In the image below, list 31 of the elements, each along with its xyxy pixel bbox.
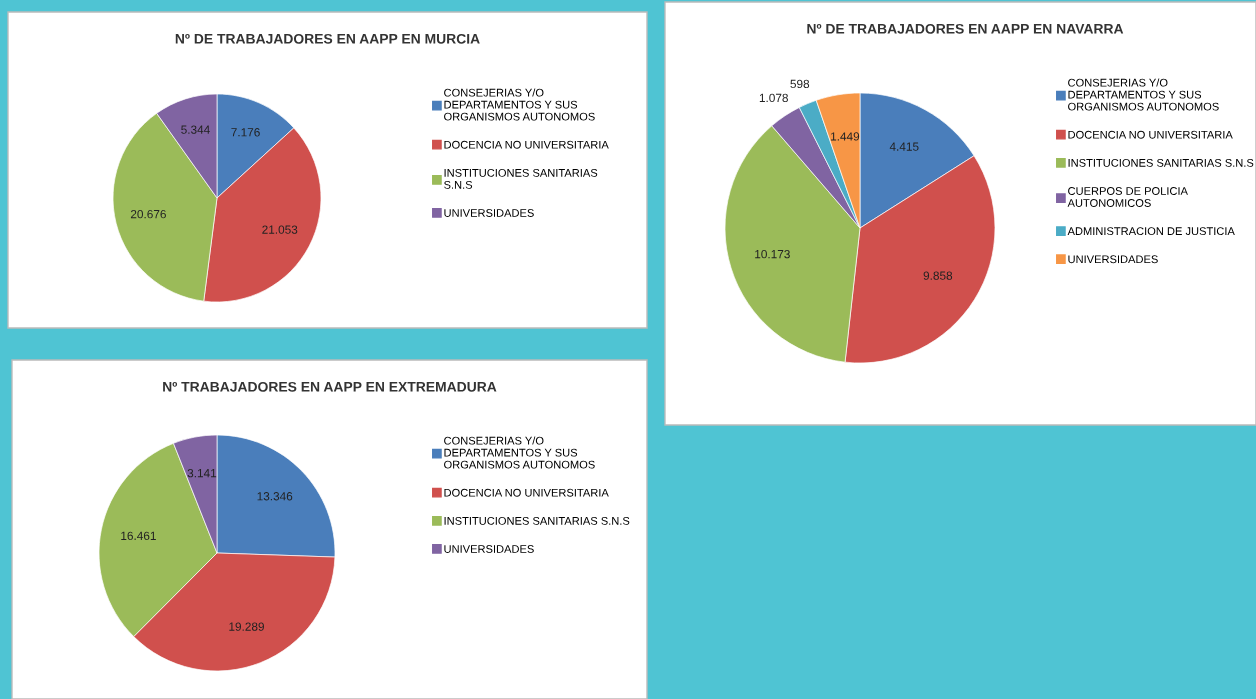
data-label: 21.053 [262,225,298,234]
chart-title: Nº TRABAJADORES EN AAPP EN EXTREMADURA [163,381,497,392]
legend-label: DOCENCIA NO UNIVERSITARIA [444,488,609,497]
data-label: 3.141 [187,469,217,478]
data-label: 7.176 [231,128,260,137]
data-label: 20.676 [130,210,166,219]
data-label: 598 [790,79,810,89]
data-label: 4.415 [889,142,919,151]
legend-label: INSTITUCIONES SANITARIAS S.N.S [444,168,598,189]
data-label: 5.344 [181,125,210,134]
data-label: 1.449 [831,132,860,141]
legend-label: CONSEJERIAS Y/O DEPARTAMENTOS Y SUS ORGANISMOS AUTONOMOS [444,436,595,469]
legend-label: CONSEJERIAS Y/O DEPARTAMENTOS Y SUS ORGANISMOS AUTONOMOS [1068,78,1219,111]
legend-label: CUERPOS DE POLICIA AUTONOMICOS [1067,187,1188,207]
legend-label: INSTITUCIONES SANITARIAS S.N.S [1068,158,1254,167]
legend-label: CONSEJERIAS Y/O DEPARTAMENTOS Y SUS ORGANISMOS AUTONOMOS [444,88,595,121]
chart-title: Nº DE TRABAJADORES EN AAPP EN NAVARRA [807,23,1124,34]
legend-label: UNIVERSIDADES [1068,255,1158,264]
data-label: 1.078 [759,93,788,103]
data-label: 13.346 [257,492,293,501]
legend-label: DOCENCIA NO UNIVERSITARIA [444,140,609,149]
legend-label: UNIVERSIDADES [444,545,534,553]
legend-label: ADMINISTRACION DE JUSTICIA [1067,227,1235,236]
data-label: 9.858 [923,271,953,280]
chart-title: Nº DE TRABAJADORES EN AAPP EN MURCIA [175,33,480,44]
data-label: 10.173 [755,249,790,259]
legend-label: UNIVERSIDADES [444,209,534,217]
data-label: 16.461 [121,531,156,540]
legend-label: INSTITUCIONES SANITARIAS S.N.S [444,516,630,525]
data-label: 19.289 [229,622,264,631]
legend-label: DOCENCIA NO UNIVERSITARIA [1068,130,1233,139]
